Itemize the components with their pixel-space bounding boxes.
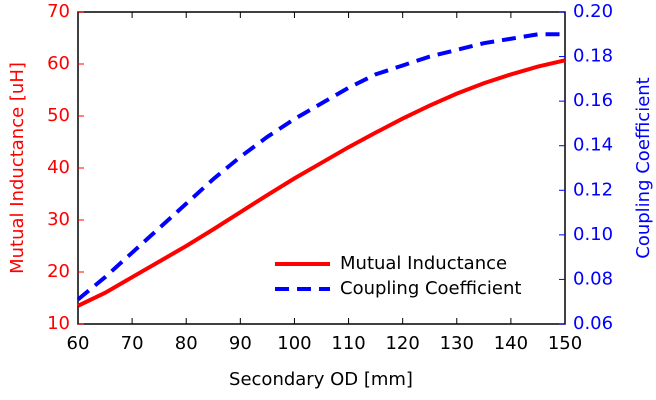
y-tick-label: 10	[47, 313, 70, 334]
y-tick-label: 50	[47, 105, 70, 126]
series-line	[76, 32, 565, 302]
y2-tick-label: 0.14	[573, 135, 613, 156]
x-axis-label: Secondary OD [mm]	[229, 369, 413, 390]
y2-tick-label: 0.18	[573, 46, 613, 67]
y2-tick-label: 0.20	[573, 1, 613, 22]
x-tick-label: 100	[277, 333, 311, 354]
y2-axis-label: Coupling Coefficient	[633, 77, 654, 258]
legend-label: Coupling Coefficient	[340, 278, 521, 299]
x-tick-label: 70	[121, 333, 144, 354]
x-tick-label: 120	[385, 333, 419, 354]
legend-label: Mutual Inductance	[340, 253, 507, 274]
y2-tick-label: 0.10	[573, 224, 613, 245]
y2-tick-label: 0.16	[573, 90, 613, 111]
x-tick-label: 80	[175, 333, 198, 354]
x-tick-label: 140	[494, 333, 528, 354]
x-tick-label: 60	[67, 333, 90, 354]
y-tick-label: 40	[47, 157, 70, 178]
y-tick-label: 20	[47, 261, 70, 282]
y2-tick-label: 0.12	[573, 179, 613, 200]
x-tick-label: 150	[548, 333, 582, 354]
x-tick-label: 90	[229, 333, 252, 354]
y-axis-label: Mutual Inductance [uH]	[7, 62, 28, 274]
x-tick-label: 110	[331, 333, 365, 354]
series-line	[77, 58, 566, 308]
y2-tick-label: 0.08	[573, 268, 613, 289]
y-tick-label: 30	[47, 209, 70, 230]
y-tick-label: 60	[47, 53, 70, 74]
y-tick-label: 70	[47, 1, 70, 22]
y2-tick-label: 0.06	[573, 313, 613, 334]
x-tick-label: 130	[440, 333, 474, 354]
